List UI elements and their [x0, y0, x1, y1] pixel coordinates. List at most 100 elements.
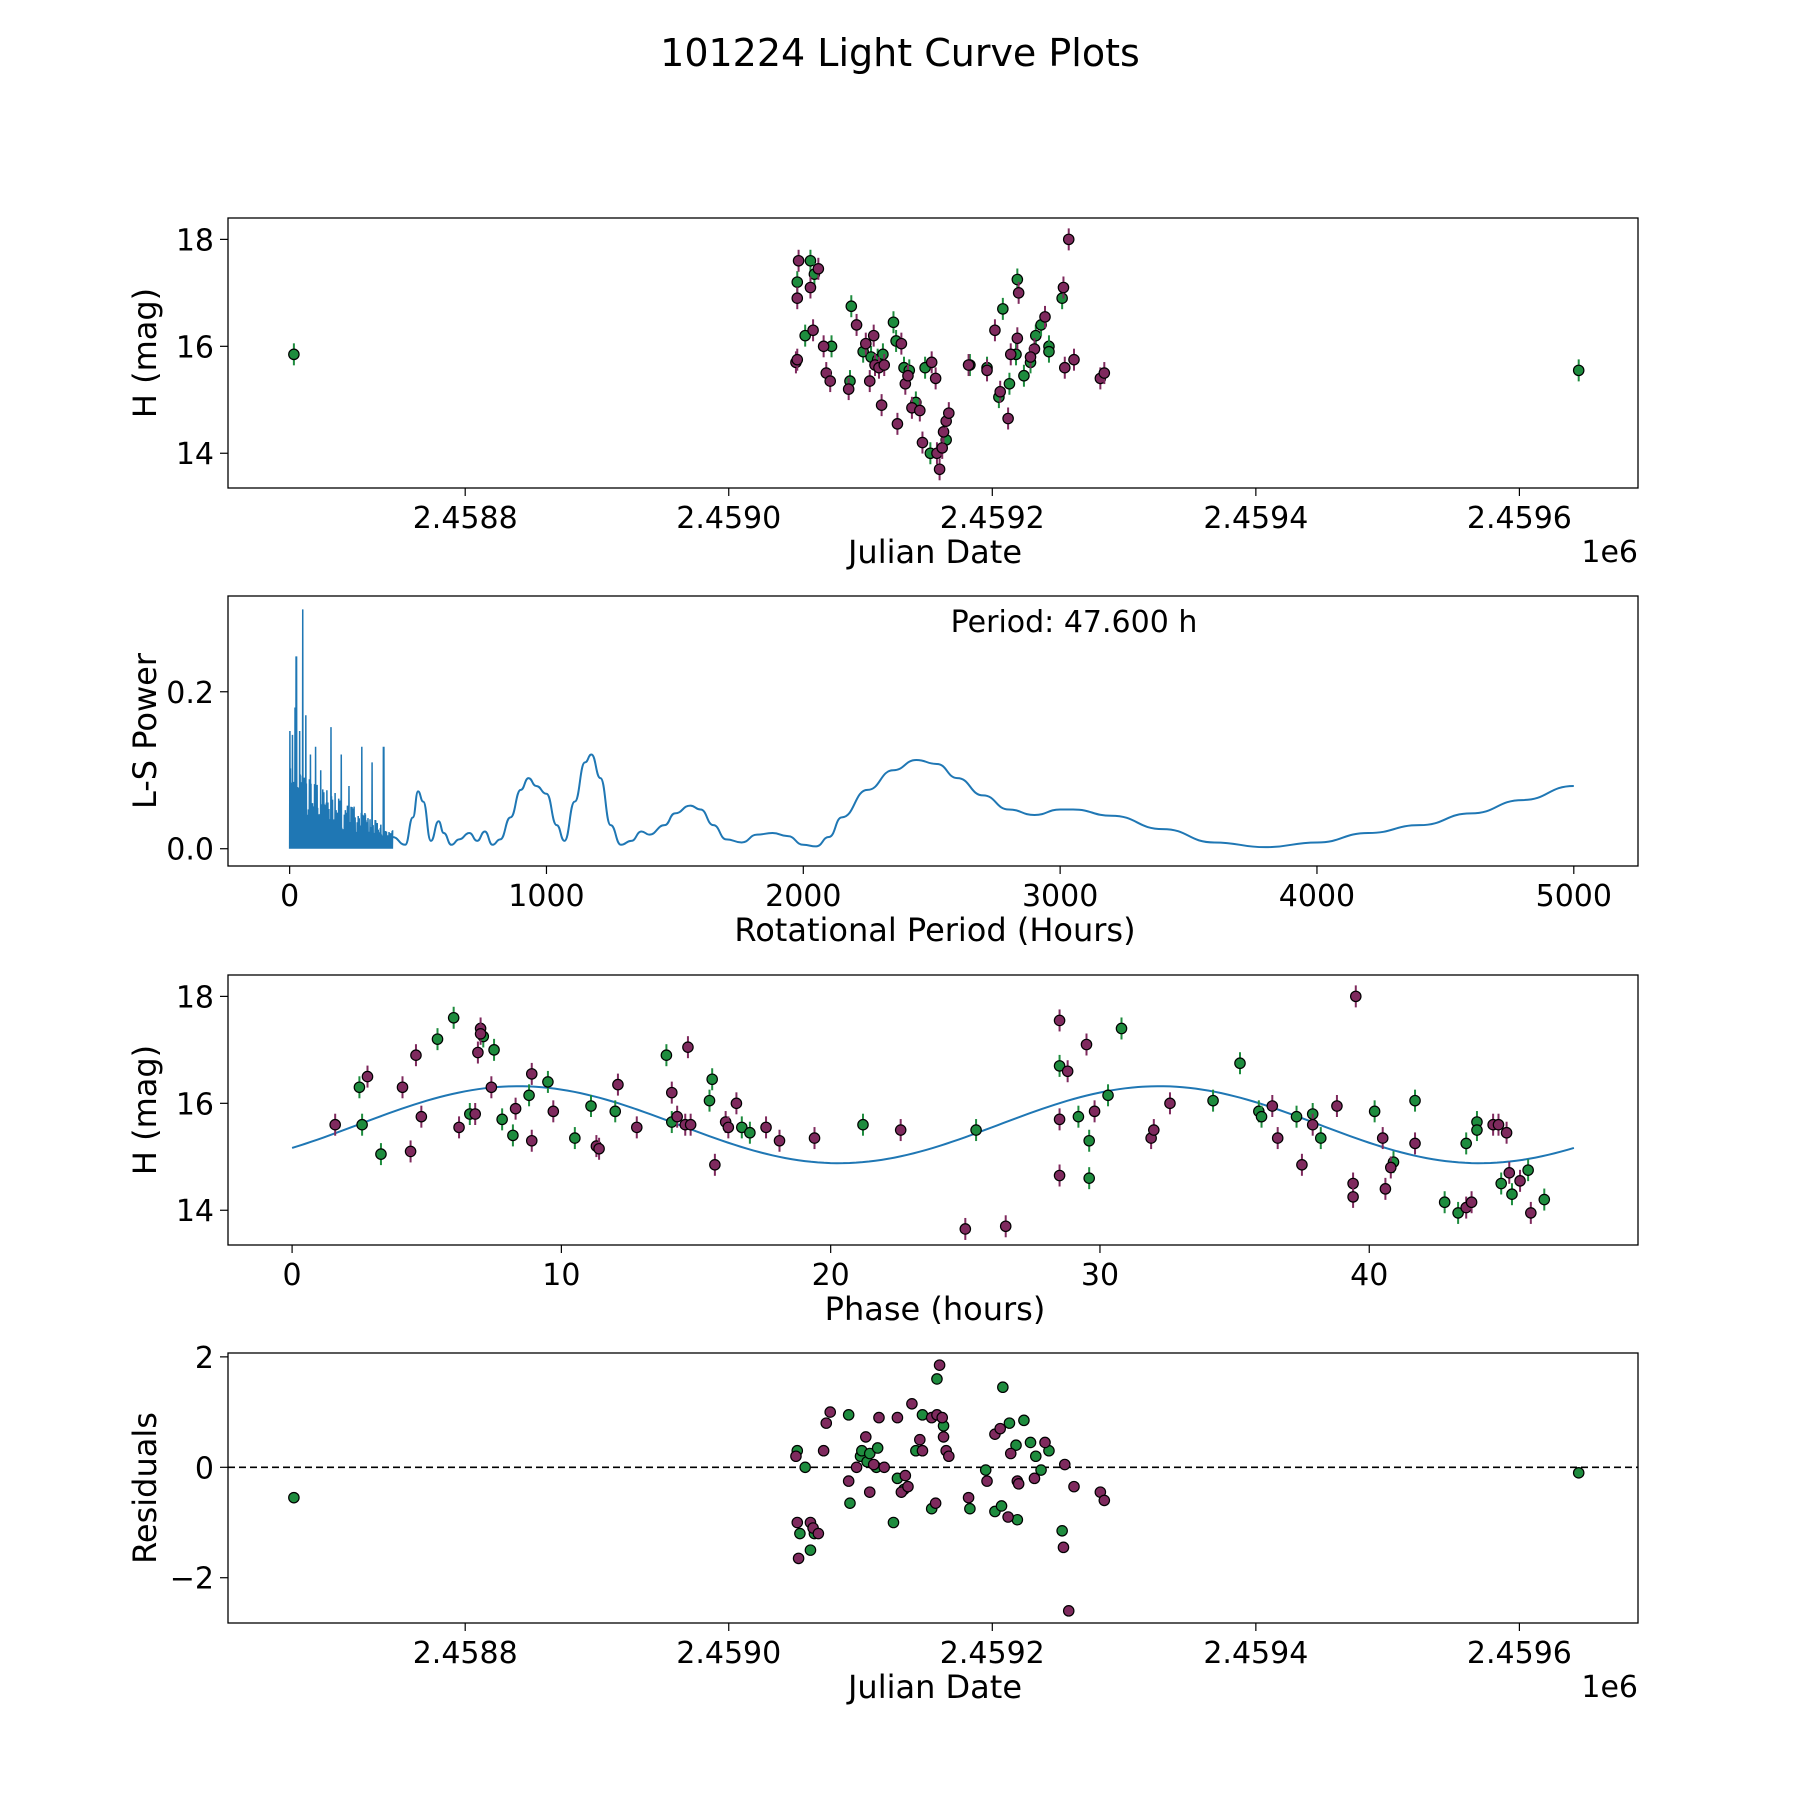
data-point	[891, 418, 904, 430]
data-point	[706, 1073, 718, 1086]
data-point	[859, 1431, 872, 1443]
data-point	[474, 1028, 487, 1040]
data-point	[585, 1100, 597, 1112]
data-point	[665, 1086, 678, 1099]
y-tick-label: 16	[176, 330, 214, 365]
data-point	[867, 1458, 880, 1471]
data-point	[1083, 1172, 1095, 1184]
data-point	[730, 1097, 743, 1110]
data-point	[709, 1159, 721, 1171]
data-point	[1290, 1110, 1303, 1123]
data-point	[863, 1447, 876, 1460]
x-tick-label: 2.4592	[940, 1636, 1045, 1671]
data-point	[1438, 1196, 1451, 1209]
data-point	[929, 1497, 942, 1509]
x-tick-label: 2.4590	[676, 501, 781, 536]
data-point	[804, 1544, 817, 1556]
axes-frame	[227, 974, 1639, 1246]
data-point	[844, 1497, 856, 1509]
data-point	[933, 463, 946, 476]
x-axis-label: Rotational Period (Hours)	[734, 911, 1135, 949]
data-point	[817, 340, 830, 353]
data-point	[453, 1121, 465, 1134]
data-point	[1115, 1022, 1128, 1035]
x-tick-label: 2000	[765, 879, 841, 914]
data-point	[1409, 1094, 1421, 1107]
x-tick-label: 2.4594	[1203, 1636, 1308, 1671]
data-point	[878, 1461, 891, 1474]
data-point	[807, 324, 819, 337]
data-point	[979, 1464, 992, 1476]
data-point	[431, 1033, 444, 1045]
data-point	[1368, 1105, 1381, 1118]
axes-frame	[227, 1352, 1639, 1624]
panel-2: 0 1000 2000 3000 4000 5000 0.0 0.2 Rotational Pe…	[126, 595, 1639, 949]
data-point	[1029, 1450, 1042, 1463]
data-point	[1057, 1541, 1070, 1554]
data-point	[722, 1121, 735, 1134]
data-point	[1331, 1100, 1343, 1112]
data-point	[999, 1220, 1012, 1233]
data-point	[671, 1110, 683, 1123]
data-point	[509, 1102, 522, 1115]
data-point	[925, 356, 938, 369]
y-axis-label: H (mag)	[126, 288, 164, 418]
data-point	[937, 426, 950, 438]
data-point	[916, 1444, 929, 1457]
x-tick-label: 3000	[1022, 879, 1098, 914]
data-point	[970, 1124, 982, 1136]
data-point	[1384, 1161, 1397, 1174]
data-point	[804, 254, 817, 267]
x-tick-label: 2.4592	[940, 501, 1045, 536]
data-point	[891, 1411, 904, 1424]
x-tick-label: 2.4590	[676, 1636, 781, 1671]
chart-panels: 2.4588 2.4590 2.4592 2.4594 2.4596 14 16 18 Juli…	[126, 217, 1639, 1706]
periodogram-line	[392, 753, 1574, 849]
data-point	[1018, 1414, 1030, 1427]
data-point	[808, 1132, 821, 1144]
data-point	[1062, 1605, 1075, 1617]
data-point	[1306, 1118, 1319, 1131]
x-tick-label: 2.4588	[413, 501, 518, 536]
data-point	[1029, 329, 1042, 342]
data-point	[1056, 292, 1068, 304]
data-point	[842, 1475, 855, 1487]
data-point	[1148, 1124, 1160, 1136]
data-point	[792, 254, 805, 267]
y-tick-label: 18	[176, 980, 214, 1015]
data-point	[356, 1118, 368, 1131]
data-point	[1460, 1137, 1472, 1150]
x-offset-label: 1e6	[1581, 1670, 1638, 1705]
y-axis-label: H (mag)	[126, 1045, 164, 1175]
panel-4: 2.4588 2.4590 2.4592 2.4594 2.4596 −2 0 2 Julian…	[126, 1341, 1639, 1706]
x-axis-label: Julian Date	[846, 1668, 1022, 1706]
y-tick-label: 14	[176, 437, 214, 472]
data-point	[899, 1469, 912, 1482]
data-point	[842, 383, 855, 395]
data-point	[1492, 1118, 1505, 1131]
axes-frame	[227, 217, 1639, 489]
data-point	[410, 1049, 422, 1061]
data-point	[1018, 369, 1030, 382]
data-point	[1525, 1207, 1537, 1219]
data-point	[981, 364, 993, 377]
data-point	[994, 1422, 1007, 1435]
data-point	[995, 1500, 1008, 1512]
y-axis-label: L-S Power	[126, 652, 164, 809]
data-point	[1207, 1094, 1219, 1107]
x-tick-label: 5000	[1536, 879, 1612, 914]
data-point	[916, 436, 929, 449]
y-tick-label: −2	[170, 1562, 214, 1597]
data-point	[1572, 1467, 1585, 1479]
data-point	[744, 1126, 756, 1139]
data-point	[936, 442, 949, 454]
data-point	[569, 1132, 581, 1144]
data-point	[875, 399, 888, 411]
data-point	[878, 359, 891, 371]
fit-curve	[291, 1085, 1575, 1165]
data-point	[906, 1397, 918, 1410]
data-point	[542, 1076, 554, 1088]
data-point	[760, 1121, 772, 1134]
data-point	[1349, 990, 1362, 1003]
data-point	[525, 1068, 538, 1080]
